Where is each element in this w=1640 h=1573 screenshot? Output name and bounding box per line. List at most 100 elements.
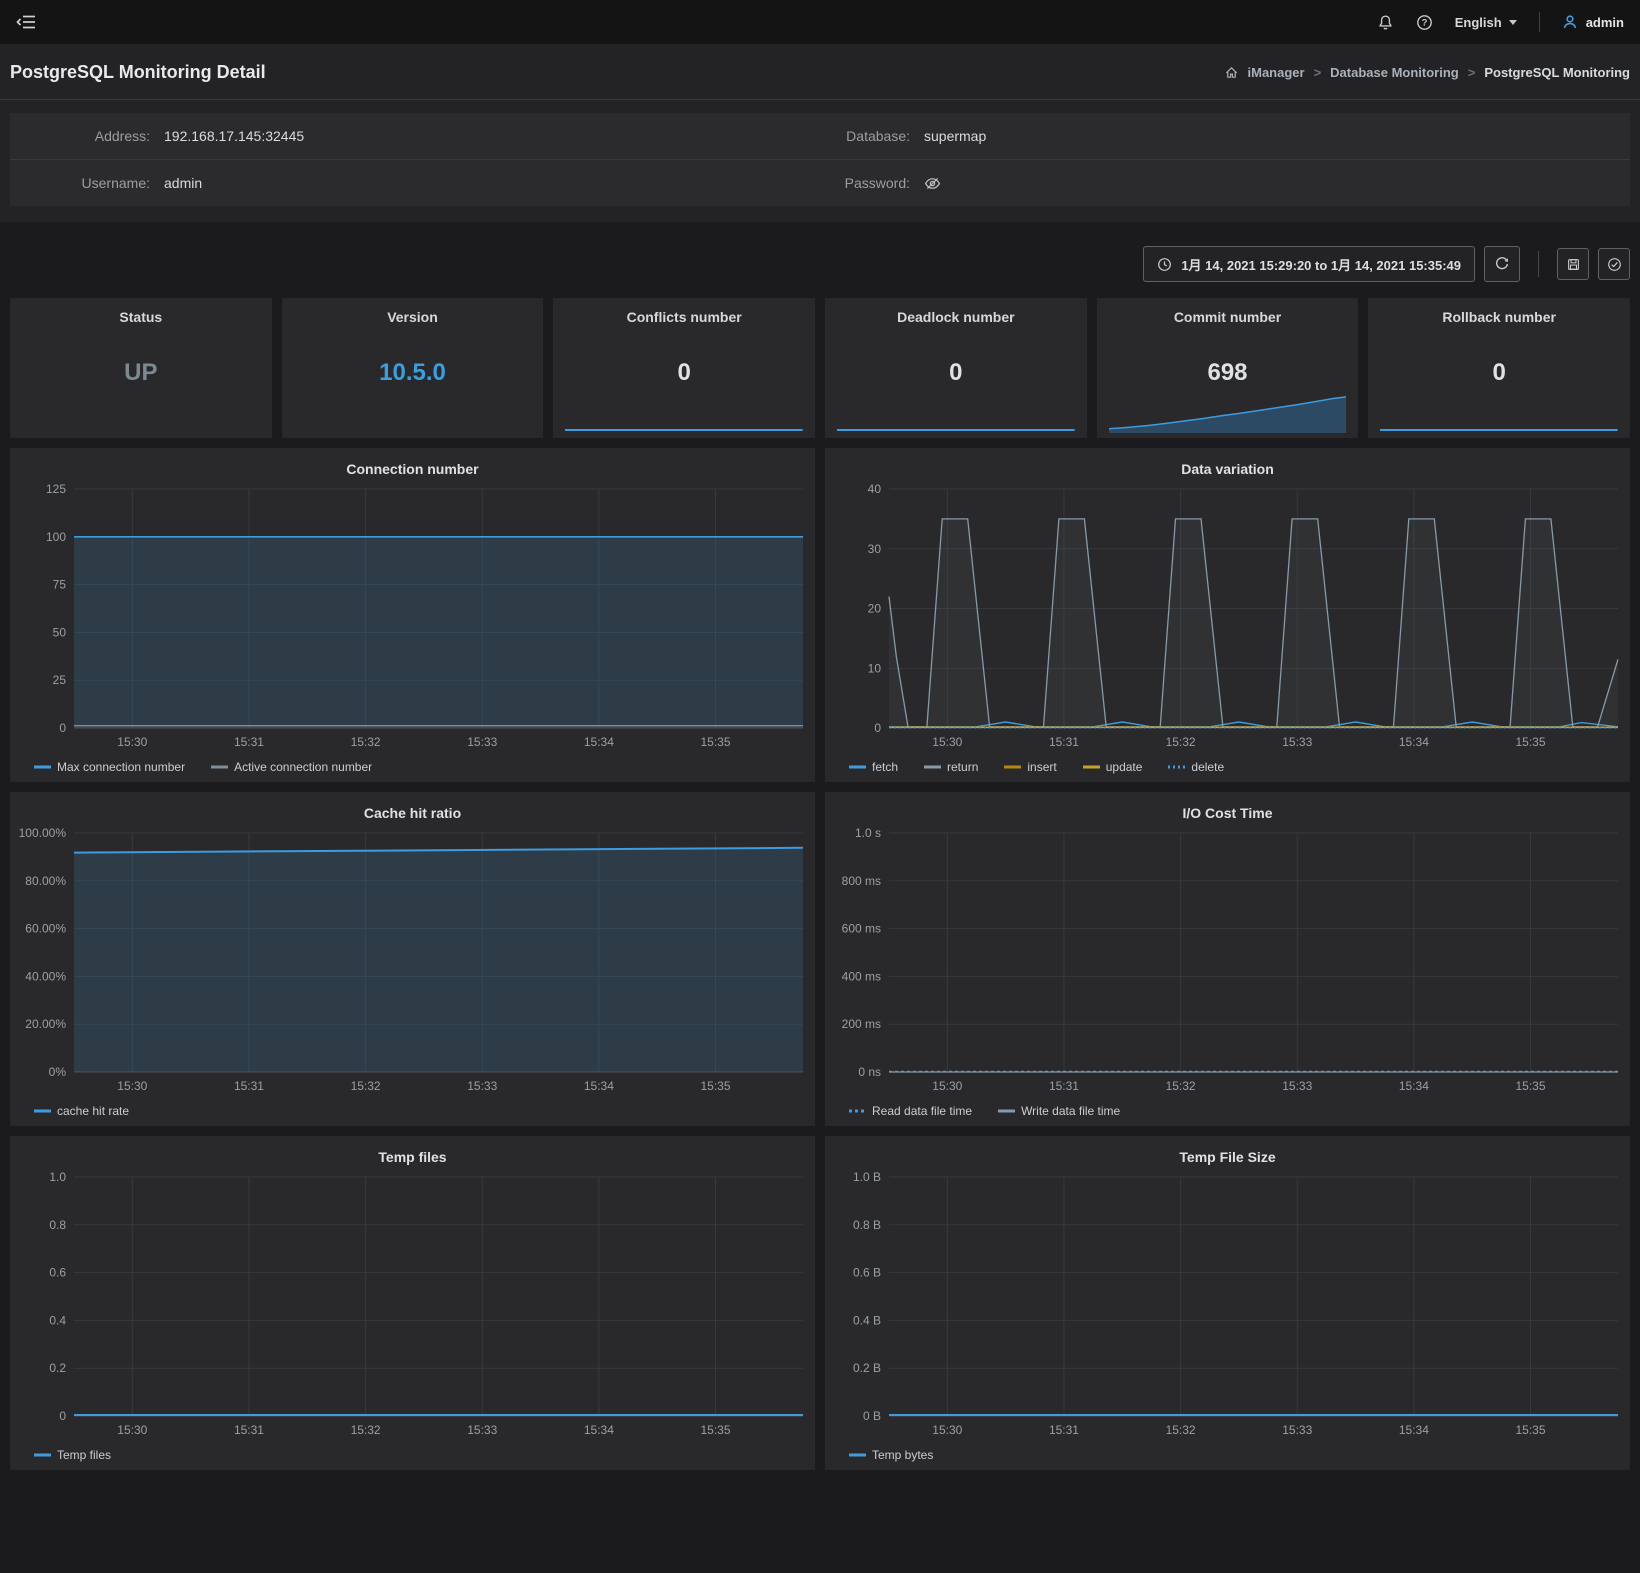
user-name: admin: [1586, 15, 1624, 30]
time-range-picker[interactable]: 1月 14, 2021 15:29:20 to 1月 14, 2021 15:3…: [1143, 246, 1475, 282]
notifications-bell-icon[interactable]: [1377, 14, 1394, 31]
chart-title[interactable]: Cache hit ratio: [10, 792, 815, 823]
stat-value-commit: 698: [1097, 359, 1359, 387]
stat-panel-commit: Commit number 698: [1097, 298, 1359, 438]
stat-title[interactable]: Conflicts number: [553, 298, 815, 325]
svg-text:15:35: 15:35: [701, 1079, 731, 1093]
legend-item-write-data-file-time[interactable]: Write data file time: [998, 1104, 1120, 1118]
legend-swatch: [34, 1108, 51, 1114]
breadcrumb-database-monitoring[interactable]: Database Monitoring: [1330, 65, 1459, 80]
chart-title[interactable]: Temp files: [10, 1136, 815, 1167]
svg-text:80.00%: 80.00%: [25, 874, 66, 888]
legend-label: Write data file time: [1021, 1104, 1120, 1118]
apply-button[interactable]: [1598, 248, 1630, 280]
user-menu[interactable]: admin: [1562, 14, 1624, 30]
svg-text:15:34: 15:34: [1399, 1079, 1429, 1093]
panel-cache-hit-ratio: Cache hit ratio 0%20.00%40.00%60.00%80.0…: [10, 792, 815, 1126]
dashboard: 1月 14, 2021 15:29:20 to 1月 14, 2021 15:3…: [0, 222, 1640, 1480]
legend-item-read-data-file-time[interactable]: Read data file time: [849, 1104, 972, 1118]
sidebar-collapse-icon[interactable]: [16, 14, 36, 30]
legend-item-fetch[interactable]: fetch: [849, 760, 898, 774]
breadcrumb-separator: >: [1314, 65, 1322, 80]
time-range-label: 1月 14, 2021 15:29:20 to 1月 14, 2021 15:3…: [1181, 255, 1461, 274]
legend-swatch: [849, 1108, 866, 1114]
legend-swatch: [211, 764, 228, 770]
status-sparkline: [22, 393, 260, 433]
svg-text:1.0 s: 1.0 s: [855, 826, 881, 840]
io-cost-time-plot[interactable]: 0 ns200 ms400 ms600 ms800 ms1.0 s15:3015…: [825, 823, 1630, 1096]
svg-text:15:30: 15:30: [932, 1079, 962, 1093]
svg-text:0.4 B: 0.4 B: [853, 1313, 881, 1327]
refresh-button[interactable]: [1484, 246, 1520, 282]
cache-hit-ratio-plot[interactable]: 0%20.00%40.00%60.00%80.00%100.00%15:3015…: [10, 823, 815, 1096]
home-icon[interactable]: [1224, 65, 1239, 80]
legend-item-insert[interactable]: insert: [1004, 760, 1056, 774]
legend-item-return[interactable]: return: [924, 760, 978, 774]
temp-files-plot[interactable]: 00.20.40.60.81.015:3015:3115:3215:3315:3…: [10, 1167, 815, 1440]
legend-item-active-connection-number[interactable]: Active connection number: [211, 760, 372, 774]
legend-label: delete: [1191, 760, 1224, 774]
legend-item-update[interactable]: update: [1083, 760, 1143, 774]
stat-title[interactable]: Deadlock number: [825, 298, 1087, 325]
legend-item-max-connection-number[interactable]: Max connection number: [34, 760, 185, 774]
svg-text:15:32: 15:32: [351, 1423, 381, 1437]
legend-item-temp-bytes[interactable]: Temp bytes: [849, 1448, 933, 1462]
svg-text:100.00%: 100.00%: [19, 826, 67, 840]
stat-title[interactable]: Rollback number: [1368, 298, 1630, 325]
chart-title[interactable]: Connection number: [10, 448, 815, 479]
help-icon[interactable]: ?: [1416, 14, 1433, 31]
svg-text:15:34: 15:34: [584, 735, 614, 749]
stat-title[interactable]: Commit number: [1097, 298, 1359, 325]
svg-text:0.2 B: 0.2 B: [853, 1361, 881, 1375]
save-button[interactable]: [1557, 248, 1589, 280]
svg-text:400 ms: 400 ms: [842, 969, 881, 983]
svg-text:15:33: 15:33: [467, 1079, 497, 1093]
svg-text:0.8: 0.8: [49, 1218, 66, 1232]
panel-connection-number: Connection number 025507510012515:3015:3…: [10, 448, 815, 782]
svg-text:50: 50: [53, 625, 67, 639]
svg-text:0 B: 0 B: [863, 1409, 881, 1423]
chart-title[interactable]: I/O Cost Time: [825, 792, 1630, 823]
legend-item-temp-files[interactable]: Temp files: [34, 1448, 111, 1462]
svg-text:15:33: 15:33: [467, 735, 497, 749]
svg-text:60.00%: 60.00%: [25, 922, 66, 936]
legend-item-delete[interactable]: delete: [1168, 760, 1224, 774]
svg-text:0: 0: [59, 721, 66, 735]
save-icon: [1566, 257, 1581, 272]
language-selector[interactable]: English: [1455, 15, 1517, 30]
username-label: Username:: [10, 175, 150, 191]
commit-sparkline: [1109, 393, 1347, 433]
chart-title[interactable]: Data variation: [825, 448, 1630, 479]
data-variation-plot[interactable]: 01020304015:3015:3115:3215:3315:3415:35: [825, 479, 1630, 752]
svg-text:125: 125: [46, 482, 66, 496]
legend-label: Temp bytes: [872, 1448, 933, 1462]
database-value: supermap: [924, 128, 986, 144]
rollback-sparkline: [1380, 393, 1618, 433]
svg-text:15:30: 15:30: [932, 735, 962, 749]
svg-text:25: 25: [53, 673, 67, 687]
svg-text:0: 0: [874, 721, 881, 735]
legend-label: update: [1106, 760, 1143, 774]
legend-swatch: [1083, 764, 1100, 770]
svg-text:600 ms: 600 ms: [842, 922, 881, 936]
svg-text:15:33: 15:33: [467, 1423, 497, 1437]
chart-title[interactable]: Temp File Size: [825, 1136, 1630, 1167]
svg-text:15:31: 15:31: [1049, 735, 1079, 749]
stat-title[interactable]: Version: [282, 298, 544, 325]
svg-text:0.8 B: 0.8 B: [853, 1218, 881, 1232]
svg-text:0.4: 0.4: [49, 1313, 66, 1327]
svg-text:15:32: 15:32: [351, 1079, 381, 1093]
svg-text:15:30: 15:30: [117, 735, 147, 749]
svg-text:0: 0: [59, 1409, 66, 1423]
breadcrumb-imanager[interactable]: iManager: [1248, 65, 1305, 80]
connection-number-plot[interactable]: 025507510012515:3015:3115:3215:3315:3415…: [10, 479, 815, 752]
svg-text:800 ms: 800 ms: [842, 874, 881, 888]
temp-file-size-plot[interactable]: 0 B0.2 B0.4 B0.6 B0.8 B1.0 B15:3015:3115…: [825, 1167, 1630, 1440]
legend-label: Active connection number: [234, 760, 372, 774]
svg-text:0.6: 0.6: [49, 1266, 66, 1280]
svg-text:15:34: 15:34: [584, 1423, 614, 1437]
stat-title[interactable]: Status: [10, 298, 272, 325]
legend-item-cache-hit-rate[interactable]: cache hit rate: [34, 1104, 129, 1118]
database-label: Database:: [820, 128, 910, 144]
password-visibility-eye-icon[interactable]: [924, 175, 941, 192]
